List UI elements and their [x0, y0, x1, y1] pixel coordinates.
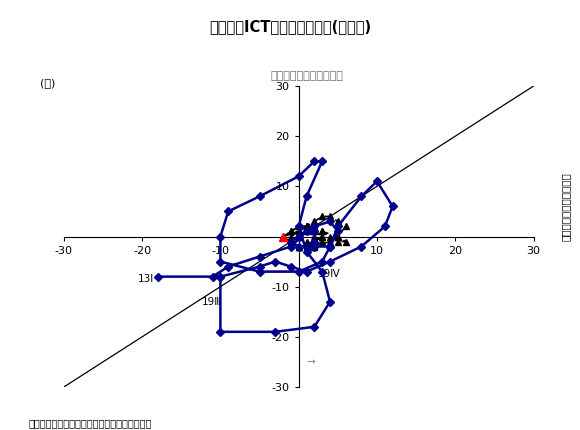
Text: 19Ⅲ: 19Ⅲ: [202, 297, 222, 307]
Text: 図表５　ICT関連在庫循環図(四半期): 図表５ ICT関連在庫循環図(四半期): [209, 19, 371, 34]
Text: (％): (％): [41, 79, 56, 89]
Text: →: →: [306, 357, 316, 367]
Text: 生産指数・前年同期比％: 生産指数・前年同期比％: [560, 172, 571, 241]
Text: 19Ⅳ: 19Ⅳ: [318, 269, 341, 279]
Text: 13Ⅰ: 13Ⅰ: [137, 274, 154, 284]
Text: （出所）経済産業省「鉱工業指数」より作成。: （出所）経済産業省「鉱工業指数」より作成。: [29, 418, 153, 428]
Text: 在庫指数・前年同期比％: 在庫指数・前年同期比％: [270, 71, 343, 81]
